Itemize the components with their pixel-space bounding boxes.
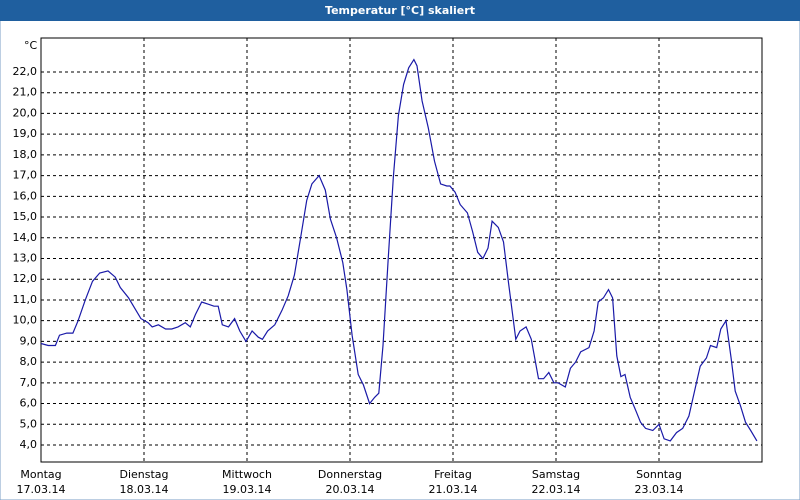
y-tick-label: 21,0 (13, 86, 38, 99)
x-tick-date: 20.03.14 (326, 483, 375, 496)
y-tick-label: 18,0 (13, 148, 38, 161)
y-tick-label: 9,0 (20, 334, 38, 347)
y-tick-label: 22,0 (13, 65, 38, 78)
y-tick-label: 11,0 (13, 293, 38, 306)
data-line (40, 58, 758, 442)
x-tick-label: Donnerstag (318, 468, 382, 481)
x-tick-date: 18.03.14 (120, 483, 169, 496)
y-tick-label: 15,0 (13, 210, 38, 223)
y-tick-label: 6,0 (20, 397, 38, 410)
y-tick-label: 16,0 (13, 189, 38, 202)
x-tick-label: Mittwoch (222, 468, 272, 481)
x-tick-date: 19.03.14 (223, 483, 272, 496)
x-tick-date: 22.03.14 (532, 483, 581, 496)
y-unit: °C (24, 39, 38, 52)
y-tick-label: 19,0 (13, 127, 38, 140)
x-tick-date: 17.03.14 (17, 483, 66, 496)
plot-area (40, 37, 763, 463)
title-bar (0, 0, 800, 21)
x-tick-label: Freitag (434, 468, 472, 481)
y-tick-label: 7,0 (20, 376, 38, 389)
y-tick-label: 12,0 (13, 272, 38, 285)
x-tick-date: 21.03.14 (429, 483, 478, 496)
y-tick-label: 5,0 (20, 417, 38, 430)
x-tick-label: Dienstag (119, 468, 168, 481)
y-tick-label: 13,0 (13, 251, 38, 264)
x-tick-label: Samstag (532, 468, 580, 481)
x-tick-label: Montag (20, 468, 61, 481)
y-tick-label: 8,0 (20, 355, 38, 368)
chart-title: Temperatur [°C] skaliert (325, 4, 475, 17)
y-tick-label: 20,0 (13, 106, 38, 119)
y-tick-label: 17,0 (13, 169, 38, 182)
y-tick-label: 10,0 (13, 314, 38, 327)
y-tick-label: 14,0 (13, 231, 38, 244)
x-tick-date: 23.03.14 (635, 483, 684, 496)
x-tick-label: Sonntag (636, 468, 682, 481)
y-tick-label: 4,0 (20, 438, 38, 451)
